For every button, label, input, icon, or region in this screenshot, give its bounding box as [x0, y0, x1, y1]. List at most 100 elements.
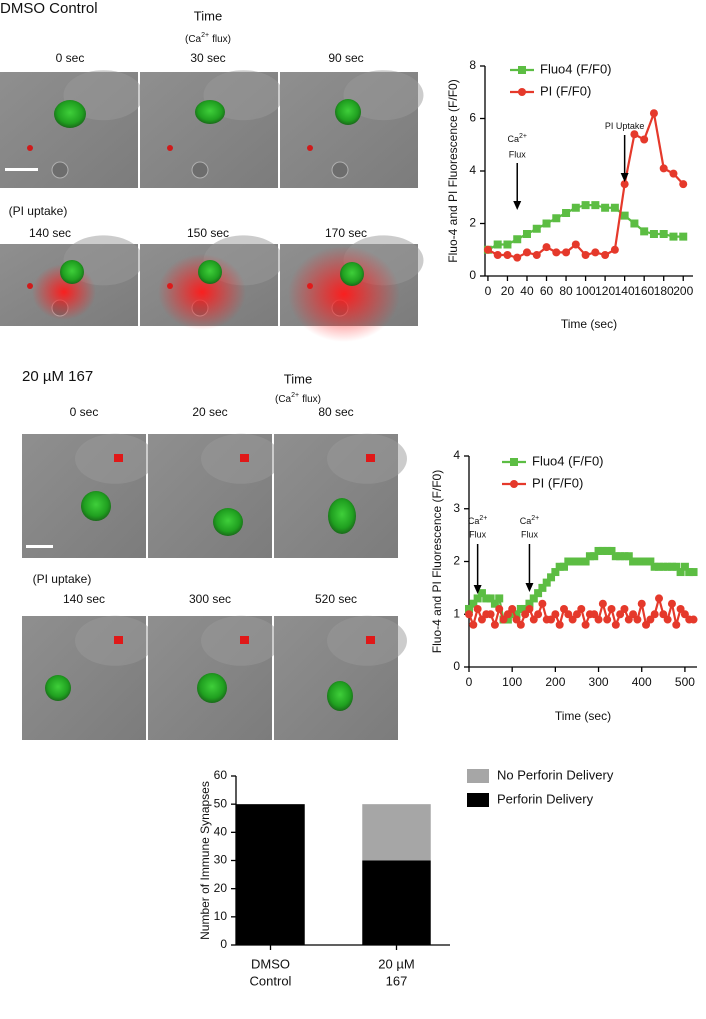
- marker: [610, 203, 619, 212]
- annotation-arrowhead: [513, 201, 522, 210]
- marker: [581, 620, 590, 629]
- x-tick-label: Control: [250, 973, 292, 988]
- red-dot: [167, 145, 173, 151]
- marker: [547, 615, 556, 624]
- y-tick-label: 0: [220, 937, 227, 951]
- annotation-arrowhead: [525, 583, 534, 592]
- y-axis-label: Fluo-4 and PI Fluorescence (F/F0): [430, 470, 444, 653]
- x-tick-label: 80: [559, 284, 573, 298]
- marker: [571, 240, 580, 249]
- marker: [620, 552, 629, 561]
- annotation-sup: 2+: [531, 515, 539, 522]
- marker: [581, 557, 590, 566]
- marker: [689, 568, 698, 577]
- marker: [590, 552, 599, 561]
- legend-marker: [518, 66, 526, 74]
- frame-label: 170 sec: [325, 226, 367, 240]
- annotation: Flux: [509, 149, 527, 159]
- annotation-text: Ca: [507, 134, 519, 144]
- marker: [663, 615, 672, 624]
- x-tick-label: 140: [615, 284, 635, 298]
- marker: [529, 615, 538, 624]
- marker: [469, 599, 478, 608]
- marker: [503, 251, 512, 259]
- red-dot: [27, 145, 33, 151]
- marker: [607, 546, 616, 555]
- marker: [629, 610, 638, 619]
- frame-label: 520 sec: [315, 592, 357, 606]
- micrograph: [148, 433, 281, 558]
- pi-note: (PI uptake): [33, 572, 92, 586]
- y-tick-label: 60: [214, 768, 228, 782]
- marker: [659, 164, 668, 173]
- ca-note-sup: 2+: [291, 392, 299, 399]
- y-axis-label: Fluo-4 and PI Fluorescence (F/F0): [446, 79, 460, 262]
- y-tick-label: 40: [214, 825, 228, 839]
- cell: [328, 498, 356, 534]
- annotation: PI Uptake: [605, 121, 645, 131]
- marker: [603, 546, 612, 555]
- ca-note: (Ca2+ flux): [185, 32, 231, 45]
- marker: [610, 245, 619, 254]
- frame-label: 140 sec: [29, 226, 71, 240]
- y-tick-label: 1: [453, 606, 460, 620]
- marker: [571, 203, 580, 212]
- marker: [516, 604, 525, 613]
- marker: [659, 230, 668, 238]
- x-tick-label: 120: [595, 284, 615, 298]
- ca-note-sup: 2+: [201, 32, 209, 39]
- marker: [562, 248, 571, 257]
- cell: [54, 100, 86, 128]
- marker: [552, 248, 561, 257]
- x-tick-label: 180: [654, 284, 674, 298]
- marker: [490, 620, 499, 629]
- red-dot: [27, 283, 33, 289]
- marker: [637, 557, 646, 566]
- marker: [594, 546, 603, 555]
- marker: [679, 180, 688, 189]
- annotation: Flux: [469, 529, 487, 539]
- marker: [659, 562, 668, 571]
- marker: [532, 224, 541, 233]
- marker: [630, 219, 639, 228]
- cell: [335, 99, 361, 125]
- frame-label: 90 sec: [328, 51, 363, 65]
- red-dot: [366, 454, 375, 462]
- marker: [542, 219, 551, 228]
- red-dot: [114, 454, 123, 462]
- marker: [649, 109, 658, 118]
- marker: [525, 599, 534, 608]
- marker: [620, 180, 629, 189]
- cell: [60, 260, 84, 284]
- cell: [195, 100, 225, 124]
- panel-title: DMSO Control: [0, 0, 98, 17]
- cell: [340, 262, 364, 286]
- marker: [534, 589, 543, 598]
- micrographs: [0, 70, 424, 740]
- marker: [477, 589, 486, 598]
- marker: [679, 232, 688, 241]
- marker: [669, 169, 678, 178]
- marker: [564, 557, 573, 566]
- marker: [594, 615, 603, 624]
- marker: [465, 604, 473, 613]
- legend-swatch: [467, 793, 489, 807]
- annotation-text: Ca: [520, 516, 532, 526]
- marker: [503, 610, 512, 619]
- x-tick-label: 167: [386, 973, 408, 988]
- marker: [689, 615, 698, 624]
- bar-segment: [236, 804, 305, 945]
- marker: [650, 562, 659, 571]
- marker: [611, 620, 620, 629]
- legend-label: Perforin Delivery: [497, 791, 594, 806]
- legend-marker: [510, 480, 518, 488]
- marker: [486, 610, 495, 619]
- marker: [473, 604, 482, 613]
- marker: [659, 610, 668, 619]
- pi-cloud: [158, 254, 246, 330]
- marker: [495, 604, 504, 613]
- x-tick-label: 160: [634, 284, 654, 298]
- x-tick-label: 400: [632, 675, 652, 689]
- marker: [603, 615, 612, 624]
